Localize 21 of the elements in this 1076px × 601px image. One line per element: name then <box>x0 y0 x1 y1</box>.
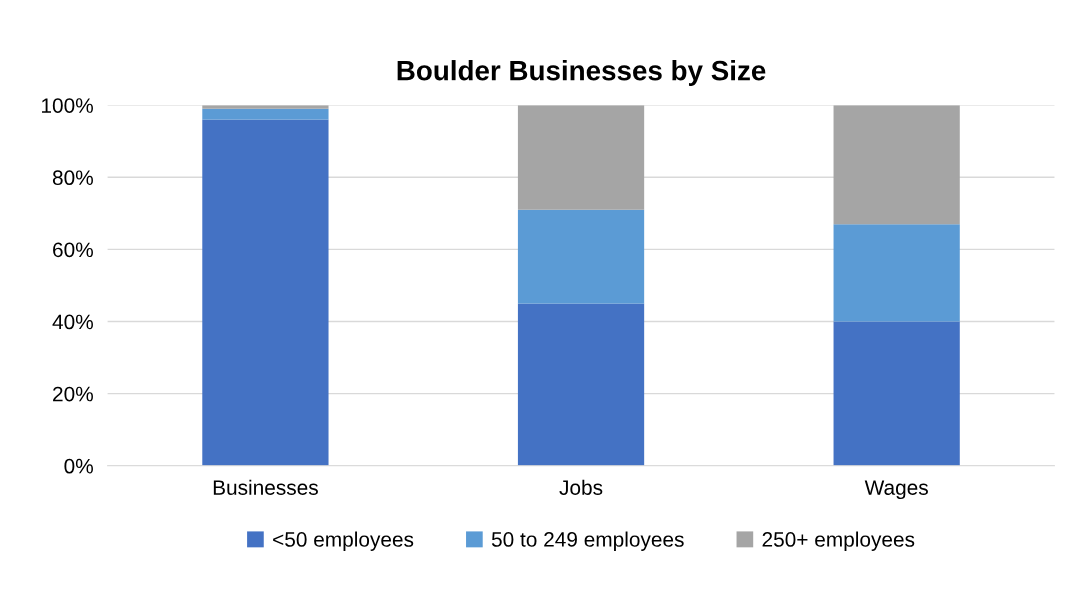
bar <box>202 108 329 120</box>
bar <box>517 105 645 210</box>
chart-title: Boulder Businesses by Size <box>397 60 766 86</box>
x-tick-label: Wages <box>864 480 928 500</box>
x-tick-label: Businesses <box>213 479 318 495</box>
legend-label: <50 employees <box>273 531 414 551</box>
bar <box>517 303 645 466</box>
y-tick-label: 40% <box>52 314 93 330</box>
legend-label: 50 to 249 employees <box>491 531 684 551</box>
bar <box>833 321 960 466</box>
bar <box>833 105 960 225</box>
bar <box>833 224 960 322</box>
y-tick-label: 20% <box>53 386 93 402</box>
y-tick-label: 80% <box>52 170 93 186</box>
bar <box>517 209 645 304</box>
y-tick-label: 100% <box>42 98 93 113</box>
y-tick-label: 60% <box>53 242 93 258</box>
x-tick-label: Jobs <box>559 479 603 495</box>
bar <box>202 119 329 466</box>
y-tick-label: 0% <box>64 458 93 474</box>
legend-label: 250+ employees <box>762 531 915 551</box>
